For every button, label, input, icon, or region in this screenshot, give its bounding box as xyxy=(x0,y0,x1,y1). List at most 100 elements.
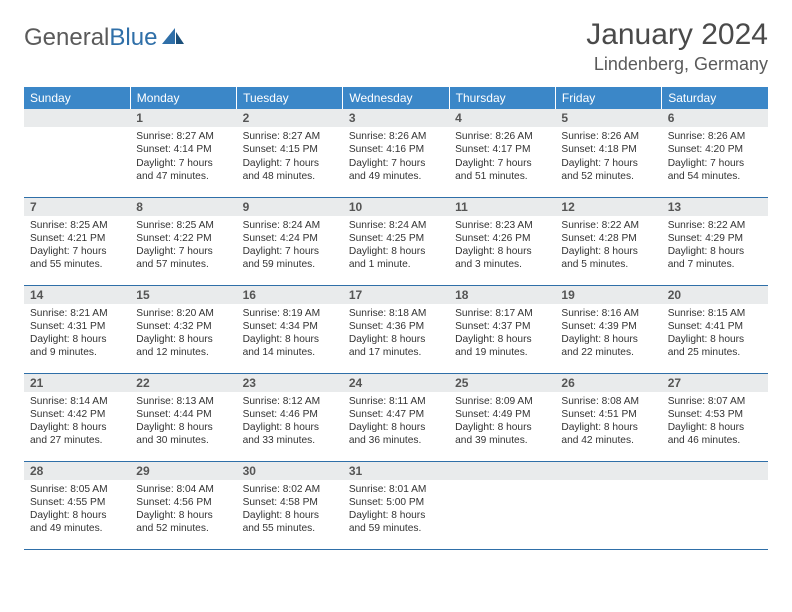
day-dl2: and 9 minutes. xyxy=(30,346,124,359)
day-dl2: and 17 minutes. xyxy=(349,346,443,359)
calendar-cell: 30Sunrise: 8:02 AMSunset: 4:58 PMDayligh… xyxy=(237,461,343,549)
day-dl2: and 12 minutes. xyxy=(136,346,230,359)
day-data: Sunrise: 8:07 AMSunset: 4:53 PMDaylight:… xyxy=(662,392,768,452)
weekday-header: Friday xyxy=(555,87,661,109)
day-sunset: Sunset: 4:53 PM xyxy=(668,408,762,421)
day-sunrise: Sunrise: 8:26 AM xyxy=(349,130,443,143)
day-dl2: and 39 minutes. xyxy=(455,434,549,447)
day-number: 17 xyxy=(343,286,449,304)
calendar-week-row: 14Sunrise: 8:21 AMSunset: 4:31 PMDayligh… xyxy=(24,285,768,373)
day-sunset: Sunset: 4:47 PM xyxy=(349,408,443,421)
day-dl2: and 36 minutes. xyxy=(349,434,443,447)
day-number: 23 xyxy=(237,374,343,392)
day-number: 22 xyxy=(130,374,236,392)
day-sunrise: Sunrise: 8:13 AM xyxy=(136,395,230,408)
day-dl1: Daylight: 8 hours xyxy=(243,509,337,522)
day-dl1: Daylight: 8 hours xyxy=(243,333,337,346)
day-data: Sunrise: 8:26 AMSunset: 4:17 PMDaylight:… xyxy=(449,127,555,187)
day-data: Sunrise: 8:08 AMSunset: 4:51 PMDaylight:… xyxy=(555,392,661,452)
day-dl2: and 3 minutes. xyxy=(455,258,549,271)
day-dl2: and 49 minutes. xyxy=(349,170,443,183)
day-number: 26 xyxy=(555,374,661,392)
day-dl1: Daylight: 8 hours xyxy=(455,245,549,258)
day-sunset: Sunset: 4:32 PM xyxy=(136,320,230,333)
day-data: Sunrise: 8:20 AMSunset: 4:32 PMDaylight:… xyxy=(130,304,236,364)
day-dl1: Daylight: 8 hours xyxy=(30,333,124,346)
weekday-header: Monday xyxy=(130,87,236,109)
day-number: 14 xyxy=(24,286,130,304)
day-number: 8 xyxy=(130,198,236,216)
day-sunrise: Sunrise: 8:27 AM xyxy=(243,130,337,143)
day-dl2: and 27 minutes. xyxy=(30,434,124,447)
calendar-body: 1Sunrise: 8:27 AMSunset: 4:14 PMDaylight… xyxy=(24,109,768,549)
calendar-week-row: 7Sunrise: 8:25 AMSunset: 4:21 PMDaylight… xyxy=(24,197,768,285)
day-data: Sunrise: 8:19 AMSunset: 4:34 PMDaylight:… xyxy=(237,304,343,364)
weekday-header: Thursday xyxy=(449,87,555,109)
day-dl2: and 25 minutes. xyxy=(668,346,762,359)
day-sunrise: Sunrise: 8:22 AM xyxy=(668,219,762,232)
day-sunset: Sunset: 4:29 PM xyxy=(668,232,762,245)
day-dl2: and 42 minutes. xyxy=(561,434,655,447)
day-dl2: and 57 minutes. xyxy=(136,258,230,271)
day-sunset: Sunset: 4:15 PM xyxy=(243,143,337,156)
calendar-cell: 21Sunrise: 8:14 AMSunset: 4:42 PMDayligh… xyxy=(24,373,130,461)
day-dl2: and 52 minutes. xyxy=(136,522,230,535)
day-sunrise: Sunrise: 8:21 AM xyxy=(30,307,124,320)
day-sunset: Sunset: 5:00 PM xyxy=(349,496,443,509)
day-dl2: and 7 minutes. xyxy=(668,258,762,271)
day-sunset: Sunset: 4:46 PM xyxy=(243,408,337,421)
day-sunset: Sunset: 4:20 PM xyxy=(668,143,762,156)
day-sunrise: Sunrise: 8:25 AM xyxy=(136,219,230,232)
day-dl1: Daylight: 8 hours xyxy=(136,333,230,346)
day-number: 12 xyxy=(555,198,661,216)
day-dl1: Daylight: 8 hours xyxy=(455,333,549,346)
day-dl1: Daylight: 7 hours xyxy=(349,157,443,170)
day-number: 6 xyxy=(662,109,768,127)
day-dl1: Daylight: 7 hours xyxy=(243,157,337,170)
day-sunrise: Sunrise: 8:25 AM xyxy=(30,219,124,232)
day-dl1: Daylight: 8 hours xyxy=(243,421,337,434)
calendar-cell xyxy=(662,461,768,549)
day-sunset: Sunset: 4:41 PM xyxy=(668,320,762,333)
day-data: Sunrise: 8:26 AMSunset: 4:18 PMDaylight:… xyxy=(555,127,661,187)
calendar-header-row: Sunday Monday Tuesday Wednesday Thursday… xyxy=(24,87,768,109)
day-sunset: Sunset: 4:55 PM xyxy=(30,496,124,509)
day-dl2: and 33 minutes. xyxy=(243,434,337,447)
calendar-cell: 10Sunrise: 8:24 AMSunset: 4:25 PMDayligh… xyxy=(343,197,449,285)
calendar-cell: 25Sunrise: 8:09 AMSunset: 4:49 PMDayligh… xyxy=(449,373,555,461)
day-data: Sunrise: 8:25 AMSunset: 4:21 PMDaylight:… xyxy=(24,216,130,276)
calendar-cell: 11Sunrise: 8:23 AMSunset: 4:26 PMDayligh… xyxy=(449,197,555,285)
calendar-cell: 13Sunrise: 8:22 AMSunset: 4:29 PMDayligh… xyxy=(662,197,768,285)
day-dl1: Daylight: 8 hours xyxy=(349,245,443,258)
calendar-cell xyxy=(449,461,555,549)
brand-part1: General xyxy=(24,24,109,51)
day-dl1: Daylight: 8 hours xyxy=(136,421,230,434)
day-dl1: Daylight: 8 hours xyxy=(349,509,443,522)
weekday-header: Wednesday xyxy=(343,87,449,109)
calendar-cell: 14Sunrise: 8:21 AMSunset: 4:31 PMDayligh… xyxy=(24,285,130,373)
day-number: 4 xyxy=(449,109,555,127)
day-sunrise: Sunrise: 8:11 AM xyxy=(349,395,443,408)
day-sunset: Sunset: 4:39 PM xyxy=(561,320,655,333)
day-number: 21 xyxy=(24,374,130,392)
day-dl1: Daylight: 8 hours xyxy=(30,509,124,522)
day-dl2: and 30 minutes. xyxy=(136,434,230,447)
calendar-cell: 16Sunrise: 8:19 AMSunset: 4:34 PMDayligh… xyxy=(237,285,343,373)
day-sunset: Sunset: 4:14 PM xyxy=(136,143,230,156)
day-data: Sunrise: 8:24 AMSunset: 4:25 PMDaylight:… xyxy=(343,216,449,276)
day-dl1: Daylight: 7 hours xyxy=(455,157,549,170)
day-dl2: and 59 minutes. xyxy=(243,258,337,271)
day-number: 29 xyxy=(130,462,236,480)
calendar-cell: 26Sunrise: 8:08 AMSunset: 4:51 PMDayligh… xyxy=(555,373,661,461)
day-dl1: Daylight: 8 hours xyxy=(561,421,655,434)
calendar-week-row: 21Sunrise: 8:14 AMSunset: 4:42 PMDayligh… xyxy=(24,373,768,461)
weekday-header: Tuesday xyxy=(237,87,343,109)
day-sunrise: Sunrise: 8:14 AM xyxy=(30,395,124,408)
day-sunrise: Sunrise: 8:01 AM xyxy=(349,483,443,496)
day-number: 19 xyxy=(555,286,661,304)
day-sunrise: Sunrise: 8:22 AM xyxy=(561,219,655,232)
day-dl1: Daylight: 8 hours xyxy=(30,421,124,434)
day-data: Sunrise: 8:27 AMSunset: 4:15 PMDaylight:… xyxy=(237,127,343,187)
calendar-cell xyxy=(24,109,130,197)
day-dl1: Daylight: 7 hours xyxy=(561,157,655,170)
